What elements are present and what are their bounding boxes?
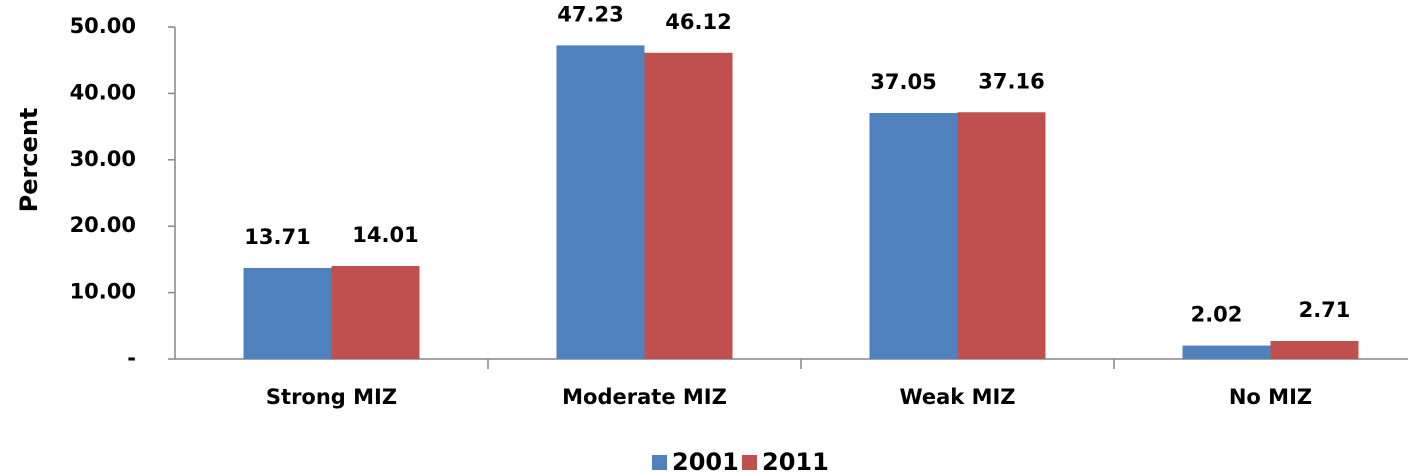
data-label: 2.71 <box>1299 298 1351 322</box>
x-tick-label: Moderate MIZ <box>562 385 727 409</box>
data-label: 13.71 <box>244 225 310 249</box>
bar <box>556 45 645 360</box>
legend-swatch <box>652 455 667 470</box>
data-label: 47.23 <box>557 2 623 26</box>
y-tick-label: 20.00 <box>70 213 136 237</box>
bar <box>331 265 420 359</box>
data-label: 37.05 <box>870 70 936 94</box>
data-label: 46.12 <box>665 10 731 34</box>
x-tick-label: No MIZ <box>1229 385 1312 409</box>
y-tick-label: - <box>127 346 136 370</box>
y-tick-label: 30.00 <box>70 147 136 171</box>
data-label: 2.02 <box>1191 303 1243 327</box>
bar <box>957 112 1046 359</box>
y-tick-label: 50.00 <box>70 14 136 38</box>
x-tick-label: Strong MIZ <box>266 385 397 409</box>
legend-swatch <box>742 455 757 470</box>
bar <box>1182 345 1271 359</box>
x-tick-label: Weak MIZ <box>899 385 1015 409</box>
y-axis-title: Percent <box>15 108 43 213</box>
data-label: 37.16 <box>978 69 1044 93</box>
legend-label: 2001 <box>672 448 739 476</box>
bar <box>644 52 733 360</box>
bar <box>869 112 958 359</box>
y-tick-label: 10.00 <box>70 280 136 304</box>
y-tick-label: 40.00 <box>70 80 136 104</box>
bar <box>243 267 332 359</box>
legend-label: 2011 <box>762 448 829 476</box>
bar <box>1270 341 1359 359</box>
data-label: 14.01 <box>352 223 418 247</box>
